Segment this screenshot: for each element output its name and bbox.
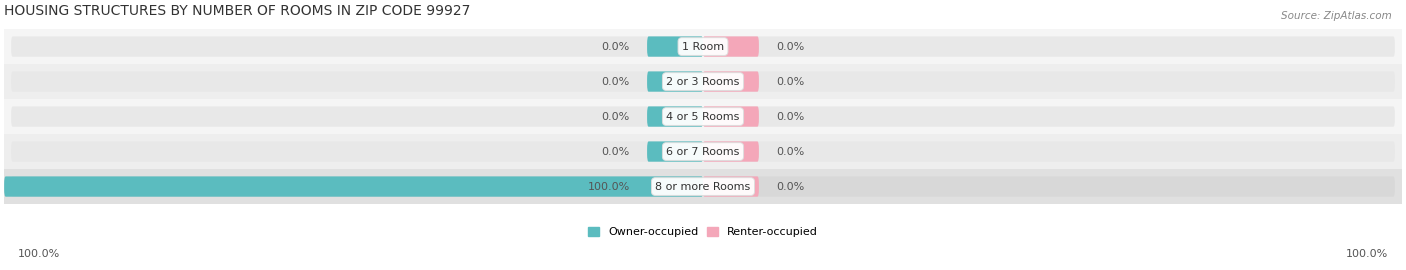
FancyBboxPatch shape	[703, 36, 759, 57]
Text: 0.0%: 0.0%	[776, 112, 804, 122]
Text: 1 Room: 1 Room	[682, 42, 724, 52]
FancyBboxPatch shape	[703, 141, 759, 162]
FancyBboxPatch shape	[11, 36, 703, 57]
FancyBboxPatch shape	[647, 141, 703, 162]
Text: 0.0%: 0.0%	[776, 77, 804, 87]
Text: 0.0%: 0.0%	[602, 147, 630, 157]
FancyBboxPatch shape	[703, 36, 1395, 57]
FancyBboxPatch shape	[703, 141, 1395, 162]
FancyBboxPatch shape	[703, 71, 1395, 92]
FancyBboxPatch shape	[647, 71, 703, 92]
Bar	[4, 99, 1402, 134]
Text: 0.0%: 0.0%	[776, 42, 804, 52]
FancyBboxPatch shape	[11, 71, 703, 92]
Text: 8 or more Rooms: 8 or more Rooms	[655, 181, 751, 191]
Text: 0.0%: 0.0%	[602, 42, 630, 52]
FancyBboxPatch shape	[647, 36, 703, 57]
FancyBboxPatch shape	[703, 106, 1395, 127]
Text: 0.0%: 0.0%	[776, 181, 804, 191]
Text: 100.0%: 100.0%	[1346, 249, 1388, 259]
Bar	[4, 134, 1402, 169]
Text: 6 or 7 Rooms: 6 or 7 Rooms	[666, 147, 740, 157]
Text: Source: ZipAtlas.com: Source: ZipAtlas.com	[1281, 11, 1392, 21]
Text: 4 or 5 Rooms: 4 or 5 Rooms	[666, 112, 740, 122]
FancyBboxPatch shape	[647, 106, 703, 127]
FancyBboxPatch shape	[703, 71, 759, 92]
Text: 100.0%: 100.0%	[18, 249, 60, 259]
Bar	[4, 29, 1402, 64]
FancyBboxPatch shape	[703, 106, 759, 127]
FancyBboxPatch shape	[11, 176, 703, 197]
FancyBboxPatch shape	[11, 106, 703, 127]
Text: 100.0%: 100.0%	[588, 181, 630, 191]
Text: 0.0%: 0.0%	[602, 112, 630, 122]
FancyBboxPatch shape	[703, 176, 1395, 197]
Text: 0.0%: 0.0%	[776, 147, 804, 157]
Bar	[4, 64, 1402, 99]
Text: 0.0%: 0.0%	[602, 77, 630, 87]
FancyBboxPatch shape	[4, 176, 703, 197]
FancyBboxPatch shape	[703, 176, 759, 197]
Legend: Owner-occupied, Renter-occupied: Owner-occupied, Renter-occupied	[588, 227, 818, 237]
Bar	[4, 169, 1402, 204]
Text: 2 or 3 Rooms: 2 or 3 Rooms	[666, 77, 740, 87]
Text: HOUSING STRUCTURES BY NUMBER OF ROOMS IN ZIP CODE 99927: HOUSING STRUCTURES BY NUMBER OF ROOMS IN…	[4, 4, 471, 18]
FancyBboxPatch shape	[11, 141, 703, 162]
